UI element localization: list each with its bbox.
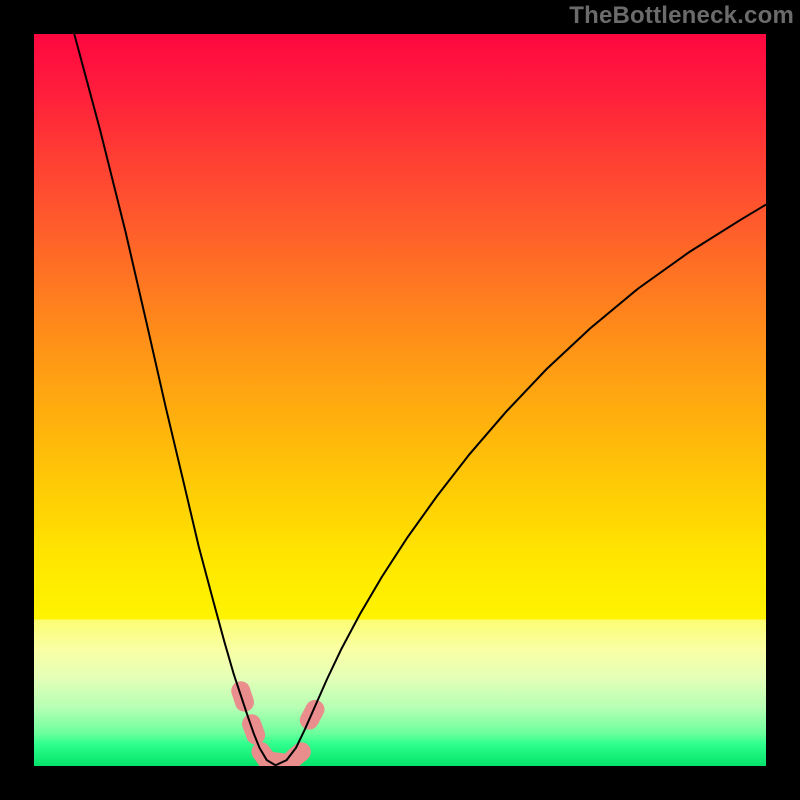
curve-layer: [34, 34, 766, 766]
stage: TheBottleneck.com: [0, 0, 800, 800]
plot-area: [34, 34, 766, 766]
watermark-text: TheBottleneck.com: [569, 2, 794, 30]
curve-marker: [240, 712, 267, 746]
marker-group: [229, 679, 327, 766]
curve-marker: [229, 679, 255, 713]
bottleneck-curve: [74, 34, 766, 765]
